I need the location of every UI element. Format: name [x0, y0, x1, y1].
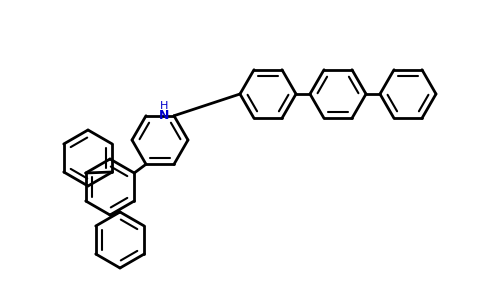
Text: N: N [159, 109, 169, 122]
Text: H: H [160, 101, 168, 111]
